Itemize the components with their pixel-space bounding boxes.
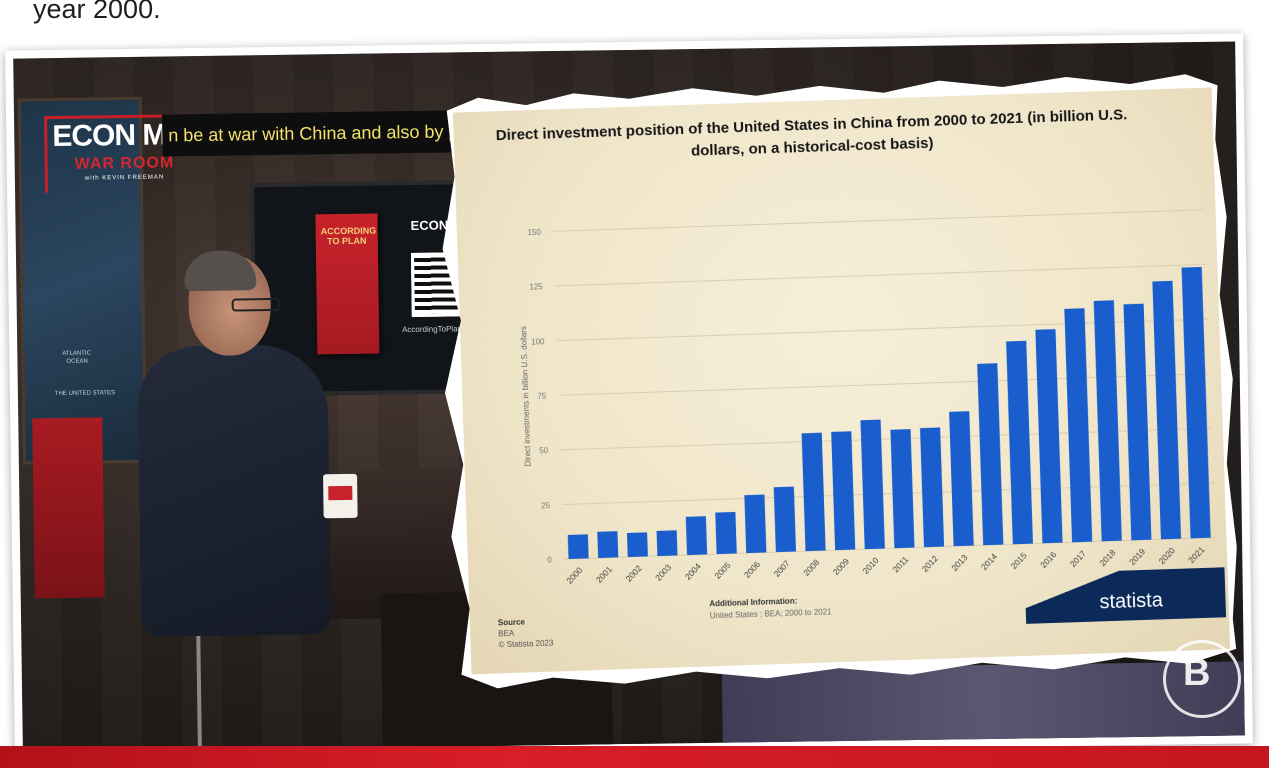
source-name: BEA: [498, 628, 515, 639]
bar: [1123, 304, 1151, 541]
glasses-icon: [231, 297, 280, 312]
x-tick-label: 2009: [831, 556, 851, 577]
book-title: ACCORDING TO PLAN: [320, 225, 377, 247]
bar: [597, 531, 618, 558]
x-tick-label: 2003: [653, 562, 673, 583]
x-tick-label: 2005: [712, 560, 732, 581]
x-tick-label: 2010: [860, 555, 880, 576]
x-tick-label: 2011: [890, 554, 910, 574]
bar: [1094, 300, 1122, 541]
bar: [715, 512, 737, 554]
y-axis-label: Direct investments in billion U.S. dolla…: [519, 326, 533, 467]
bar: [831, 431, 855, 550]
source-copyright: © Statista 2023: [498, 638, 554, 650]
x-tick-label: 2004: [683, 561, 703, 582]
x-tick-label: 2015: [1009, 550, 1029, 571]
bar: [774, 487, 796, 553]
news-ticker: n be at war with China and also by pro: [162, 110, 469, 157]
x-tick-label: 2006: [742, 559, 762, 580]
bar: [949, 411, 974, 546]
x-tick-label: 2012: [920, 553, 940, 574]
bar: [802, 433, 826, 551]
book-cover: ACCORDING TO PLAN: [315, 213, 380, 355]
x-tick-label: 2021: [1186, 544, 1206, 565]
x-tick-label: 2000: [564, 565, 584, 586]
y-tick-label: 0: [547, 556, 552, 565]
bar: [890, 429, 914, 548]
x-tick-label: 2017: [1068, 548, 1088, 569]
bar: [1152, 281, 1181, 540]
monitor-url: AccordingToPlan: [401, 324, 463, 335]
bar: [657, 530, 678, 556]
bottom-red-band: [0, 746, 1269, 768]
x-tick-label: 2014: [979, 551, 999, 572]
mug-logo: [328, 485, 353, 501]
x-tick-label: 2007: [772, 558, 792, 579]
x-tick-label: 2001: [594, 564, 614, 585]
y-tick-label: 75: [537, 392, 547, 401]
x-tick-label: 2002: [623, 563, 643, 584]
bar-chart: 0 25 50 75 100 125 150 Direct investments in bi…: [430, 67, 1244, 693]
map-label: OCEAN: [66, 358, 88, 365]
x-tick-label: 2018: [1097, 547, 1117, 568]
x-tick-label: 2020: [1157, 545, 1177, 566]
watermark-letter: B: [1183, 652, 1211, 694]
y-tick-label: 100: [531, 337, 545, 346]
bar: [686, 516, 707, 555]
caption-text: year 2000.: [33, 0, 161, 24]
torn-paper-chart: Direct investment position of the United…: [430, 67, 1244, 693]
bar: [977, 363, 1003, 545]
y-tick-label: 25: [541, 501, 551, 510]
x-tick-label: 2008: [801, 557, 821, 578]
grid-line: [555, 264, 1207, 286]
bar: [1064, 308, 1092, 542]
bar: [1182, 267, 1211, 538]
red-equipment-case: [32, 417, 105, 599]
x-tick-label: 2019: [1127, 546, 1147, 567]
x-tick-label: 2016: [1038, 549, 1058, 570]
grid-line: [553, 210, 1205, 232]
blaze-watermark-icon: [1163, 640, 1241, 718]
x-tick-label: 2013: [949, 552, 969, 573]
show-logo-subtitle: WAR ROOM: [74, 154, 175, 173]
bar: [568, 534, 589, 559]
y-tick-label: 125: [529, 282, 543, 291]
bar: [860, 420, 884, 550]
source-title: Source: [497, 617, 526, 628]
bar: [1035, 329, 1062, 543]
show-logo-host: with KEVIN FREEMAN: [84, 174, 165, 182]
map-label: ATLANTIC: [62, 350, 91, 357]
host-body: [137, 344, 332, 637]
bar: [627, 532, 648, 557]
bar: [920, 427, 944, 547]
y-tick-label: 50: [539, 446, 549, 455]
y-tick-label: 150: [527, 228, 541, 237]
bar: [744, 495, 766, 554]
map-label: THE UNITED STATES: [54, 390, 116, 398]
statista-logo: statista: [1099, 589, 1164, 614]
bar: [1006, 341, 1033, 544]
